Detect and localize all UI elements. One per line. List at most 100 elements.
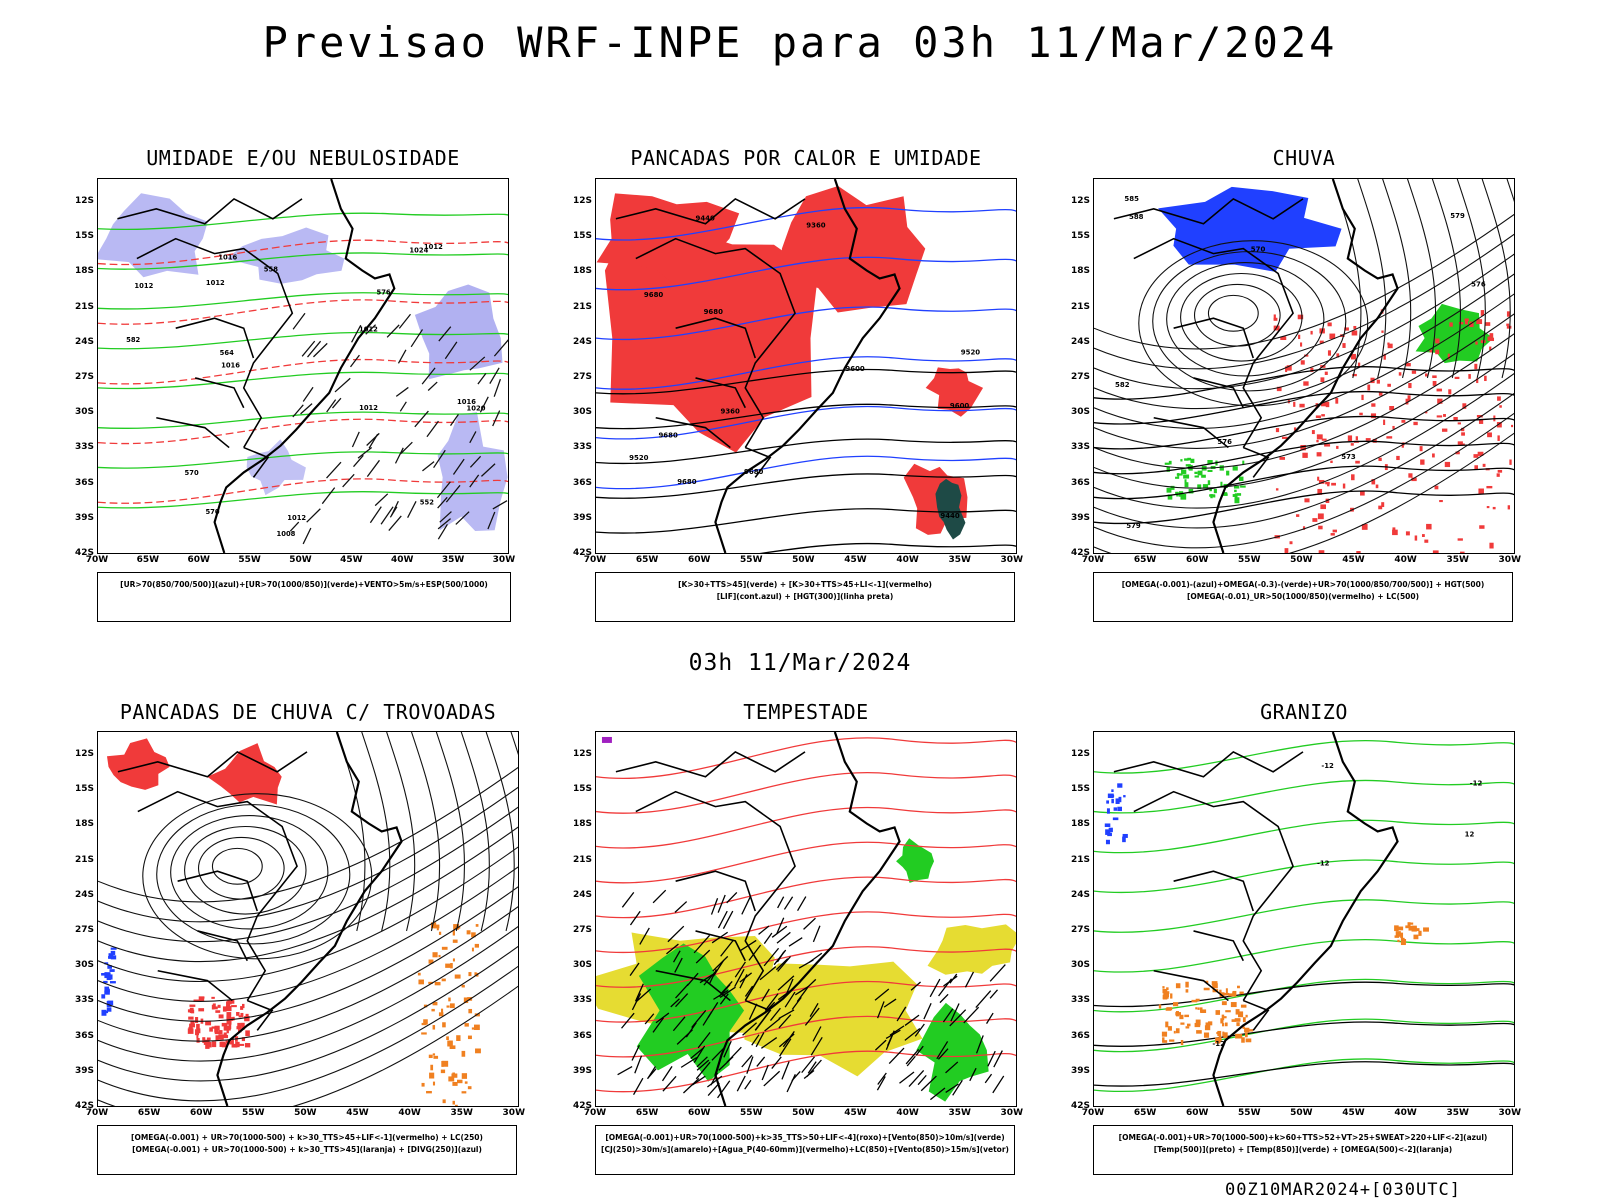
legend-umidade: [UR>70(850/700/500)](azul)+[UR>70(1000/8… <box>97 572 511 622</box>
lat-tick: 39S <box>572 512 592 523</box>
lat-tick: 39S <box>74 1065 94 1076</box>
contour-label: 570 <box>205 508 219 516</box>
contour-label: 9520 <box>961 349 981 357</box>
lon-tick: 35W <box>1446 1108 1469 1118</box>
lat-tick: 15S <box>572 784 592 795</box>
lon-tick: 70W <box>85 1108 109 1118</box>
lon-tick: 55W <box>1238 555 1261 565</box>
lon-tick: 35W <box>450 1108 473 1118</box>
map-granizo: -12 -12 -12 -12 12 <box>1093 731 1515 1107</box>
lon-tick: 70W <box>85 555 109 565</box>
contour-label: -12 <box>1212 1040 1225 1048</box>
legend-line: [LIF](cont.azul) + [HGT(300)](linha pret… <box>716 592 894 601</box>
lon-tick: 40W <box>390 555 414 565</box>
lat-tick: 36S <box>572 1030 592 1041</box>
lon-tick: 45W <box>844 555 867 565</box>
run-timestamp: 00Z10MAR2024+[030UTC] <box>1225 1180 1461 1200</box>
lat-tick: 42S <box>1070 548 1090 558</box>
contour-label: 9600 <box>845 365 865 373</box>
contour-label: 1012 <box>359 404 378 412</box>
lat-tick: 21S <box>572 854 592 865</box>
contour-label: 1008 <box>276 530 295 538</box>
lon-tick: 50W <box>1290 555 1313 565</box>
contour-label: 576 <box>376 288 390 296</box>
panel-title-umidade: UMIDADE E/OU NEBULOSIDADE <box>146 146 460 170</box>
contour-label: 1016 <box>221 361 240 369</box>
humidity-field <box>246 439 306 496</box>
lif-contours <box>596 206 1016 490</box>
contour-label: 1012 <box>134 282 153 290</box>
legend-line: [K>30+TTS>45](verde) + [K>30+TTS>45+LI<-… <box>678 580 932 589</box>
temp500-contours <box>1094 981 1514 1087</box>
lat-tick: 15S <box>1070 231 1090 242</box>
lon-tick: 40W <box>896 1108 919 1118</box>
coastline-borders <box>1113 179 1399 553</box>
lat-tick: 33S <box>74 442 94 453</box>
lon-tick: 50W <box>792 1108 815 1118</box>
lat-tick: 27S <box>1070 925 1090 935</box>
lon-tick: 35W <box>1446 555 1469 565</box>
map-chuva: 588 585 582 579 576 573 570 576 579 <box>1093 178 1515 554</box>
contour-label: 9360 <box>806 222 826 230</box>
thickness-contours <box>98 239 508 504</box>
legend-tempestade: [OMEGA(-0.001)+UR>70(1000-500)+k>35_TTS>… <box>595 1125 1015 1175</box>
contour-label: 9680 <box>744 468 764 476</box>
legend-line: [OMEGA(-0.001)-(azul)+OMEGA(-0.3)-(verde… <box>1121 580 1485 589</box>
lat-tick: 21S <box>74 301 94 312</box>
contour-label: 576 <box>1217 438 1232 446</box>
lon-tick: 40W <box>1394 555 1417 565</box>
lon-tick: 60W <box>1185 1108 1209 1118</box>
thunderstorm-red-field <box>107 738 170 790</box>
contour-label: 9680 <box>704 308 724 316</box>
contour-label: -12 <box>1321 762 1334 770</box>
contour-label: 1012 <box>287 514 306 522</box>
lat-tick: 24S <box>74 336 94 347</box>
lon-tick: 55W <box>740 1108 763 1118</box>
wind850-green-field <box>916 1002 989 1102</box>
lat-tick: 33S <box>1070 995 1090 1006</box>
contour-label: 1012 <box>206 279 225 287</box>
lat-tick: 18S <box>74 819 94 830</box>
lon-tick: 45W <box>340 555 363 565</box>
lat-tick: 30S <box>572 407 592 418</box>
contour-label: 1012 <box>359 325 378 333</box>
contour-label: 573 <box>1341 453 1356 461</box>
lon-tick: 55W <box>1238 1108 1261 1118</box>
lat-tick: 21S <box>1070 301 1090 312</box>
map-umidade: 1012 1012 1012 1012 1024 1008 1012 1016 1012 1020… <box>97 178 509 554</box>
map-canvas: 1012 101210121012102410081012101610121020… <box>98 179 508 553</box>
lat-tick: 18S <box>572 819 592 830</box>
contour-label: 552 <box>420 498 434 506</box>
lon-tick: 50W <box>289 555 312 565</box>
map-canvas: 588 585 582 579 576 573 570 576 579 <box>1094 179 1514 553</box>
streamlines <box>1094 179 1514 553</box>
omega-blue-field <box>1104 783 1128 845</box>
streamlines <box>98 732 518 1106</box>
lat-tick: 33S <box>572 442 592 453</box>
lat-tick: 18S <box>572 266 592 277</box>
contour-label: 9680 <box>677 478 697 486</box>
contour-label: 9680 <box>644 291 664 299</box>
lat-tick: 42S <box>1070 1101 1090 1111</box>
contour-label: 9600 <box>950 402 970 410</box>
lat-tick: 36S <box>572 477 592 488</box>
contour-label: 9440 <box>940 512 960 520</box>
lon-tick: 35W <box>948 1108 971 1118</box>
lon-tick: 65W <box>137 1108 161 1118</box>
lat-tick: 24S <box>74 889 94 900</box>
panel-title-chuva: CHUVA <box>1272 146 1336 170</box>
lat-tick: 30S <box>74 407 94 418</box>
coastline-borders <box>117 179 396 553</box>
contour-label: 576 <box>1471 280 1486 288</box>
lat-tick: 42S <box>572 1101 592 1111</box>
humidity-field <box>226 227 345 284</box>
jet-yellow-field <box>927 924 1016 975</box>
contour-label: 9360 <box>721 407 741 415</box>
instability-red-field <box>781 186 926 313</box>
contour-label: 570 <box>1251 245 1266 253</box>
lat-tick: 39S <box>74 512 94 523</box>
coastline-borders <box>1113 732 1399 1106</box>
lat-tick: 30S <box>1070 407 1090 418</box>
lat-tick: 39S <box>1070 512 1090 523</box>
lat-tick: 36S <box>1070 477 1090 488</box>
